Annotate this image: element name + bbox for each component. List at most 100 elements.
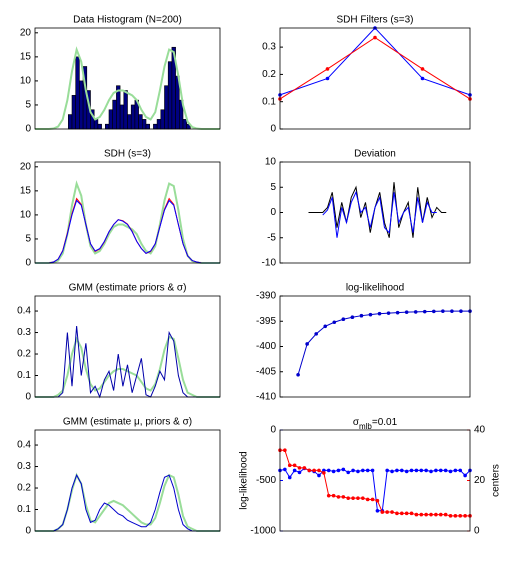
marker	[283, 448, 287, 453]
chart-title: GMM (estimate priors & σ)	[69, 283, 187, 294]
y-axis-label: log-likelihood	[239, 451, 250, 509]
marker	[373, 35, 377, 40]
marker	[404, 310, 409, 314]
line	[322, 190, 437, 238]
marker	[441, 309, 445, 313]
y-tick-label: 10	[20, 76, 32, 87]
marker	[283, 467, 287, 472]
marker	[380, 510, 385, 514]
marker	[424, 468, 428, 473]
y-tick-label: 10	[20, 210, 32, 221]
marker	[422, 309, 427, 314]
y-tick-label: 0.2	[17, 483, 31, 494]
marker	[453, 514, 458, 518]
marker	[395, 468, 399, 473]
marker	[361, 496, 365, 500]
bar	[79, 80, 84, 130]
marker	[409, 468, 414, 473]
marker	[450, 309, 454, 313]
y-tick-label: 0	[25, 258, 31, 269]
bar	[153, 123, 158, 130]
y-tick-label: -390	[256, 291, 276, 302]
marker	[438, 468, 443, 473]
marker	[419, 512, 424, 517]
marker	[359, 313, 364, 318]
marker	[385, 468, 389, 473]
y-tick-label: 0	[270, 425, 276, 436]
marker	[341, 467, 346, 472]
y2-tick-label: 20	[474, 475, 486, 486]
marker	[458, 514, 463, 518]
marker	[377, 311, 382, 316]
marker	[323, 324, 328, 329]
chart-title: SDH Filters (s=3)	[337, 15, 414, 26]
marker	[434, 512, 438, 517]
marker	[365, 497, 370, 502]
marker	[325, 76, 330, 81]
marker	[463, 473, 467, 478]
marker	[453, 468, 458, 473]
marker	[326, 468, 331, 473]
y-tick-label: 0.3	[17, 461, 31, 472]
marker	[305, 342, 309, 346]
y-tick-label: 0.4	[17, 440, 31, 451]
marker	[413, 310, 418, 314]
bar	[182, 119, 187, 130]
marker	[386, 311, 391, 315]
axes-frame	[34, 295, 221, 398]
chart-title: SDH (s=3)	[104, 149, 151, 160]
marker	[336, 468, 341, 473]
marker	[429, 512, 433, 517]
bar	[119, 104, 125, 130]
y-tick-label: -5	[267, 232, 276, 243]
marker	[314, 332, 318, 336]
title-part: =0.01	[372, 417, 398, 428]
marker	[297, 470, 302, 475]
marker	[307, 468, 312, 473]
y-tick-label: 0	[25, 526, 31, 537]
marker	[443, 468, 448, 473]
axes-frame	[34, 27, 221, 130]
marker	[356, 469, 360, 474]
axes-frame	[279, 161, 471, 264]
marker	[385, 510, 389, 514]
axes-frame	[34, 429, 221, 532]
y-tick-label: 0.2	[262, 69, 276, 80]
bar	[167, 61, 173, 130]
marker	[332, 320, 337, 325]
marker	[356, 496, 360, 500]
marker	[297, 466, 302, 470]
marker	[351, 468, 355, 473]
y-tick-label: 5	[270, 182, 276, 193]
marker	[292, 468, 297, 473]
axes-frame	[279, 27, 471, 130]
axes-frame	[279, 295, 471, 398]
bar	[164, 85, 169, 130]
marker	[296, 372, 300, 377]
marker	[438, 512, 443, 517]
axes-background	[35, 162, 220, 263]
marker	[414, 512, 419, 517]
y-tick-label: -10	[262, 258, 277, 269]
marker	[368, 312, 373, 317]
marker	[331, 469, 336, 474]
y-tick-label: -410	[256, 392, 276, 403]
marker	[350, 315, 355, 320]
y-tick-label: 5	[25, 100, 31, 111]
marker	[287, 475, 292, 480]
line	[279, 467, 471, 512]
marker	[390, 510, 394, 514]
bar	[160, 109, 165, 130]
axes-background	[280, 296, 470, 397]
marker	[399, 511, 404, 516]
bar	[127, 114, 132, 130]
axes-frame	[34, 161, 221, 264]
marker	[448, 469, 453, 474]
title-part: mlb	[359, 422, 372, 431]
marker	[434, 468, 438, 473]
bar	[156, 119, 162, 130]
line	[280, 449, 470, 517]
y-tick-label: -395	[256, 316, 276, 327]
y-tick-label: 0.1	[17, 504, 31, 515]
